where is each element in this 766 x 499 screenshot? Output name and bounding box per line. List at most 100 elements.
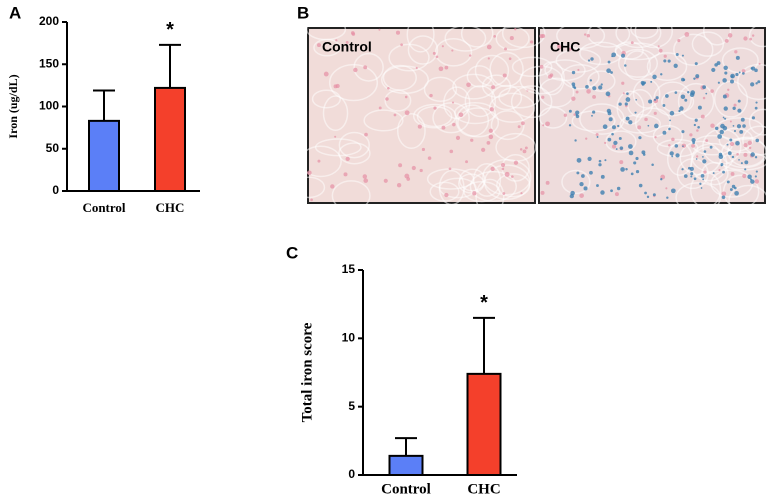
stain-dot — [362, 174, 368, 179]
cell-outline — [353, 52, 384, 82]
iron-dot — [662, 130, 667, 135]
stain-dot — [654, 135, 657, 139]
iron-dot — [607, 111, 612, 116]
cell-outline — [482, 158, 532, 196]
stain-dot — [310, 198, 313, 202]
iron-dot — [652, 193, 656, 197]
iron-dot — [607, 60, 611, 64]
iron-dot — [579, 181, 584, 187]
iron-dot — [723, 106, 728, 111]
iron-dot — [721, 195, 726, 200]
stain-dot — [541, 33, 546, 38]
iron-dot — [750, 152, 755, 157]
iron-dot — [660, 178, 663, 181]
iron-dot — [739, 129, 744, 134]
iron-dot — [628, 144, 633, 149]
iron-dot — [667, 59, 671, 63]
stain-dot — [433, 106, 437, 110]
stain-dot — [513, 160, 519, 165]
stain-dot — [330, 184, 335, 189]
stain-dot — [316, 43, 321, 48]
cell-outline — [556, 22, 606, 50]
bar — [88, 119, 120, 192]
stain-dot — [489, 107, 494, 112]
stain-dot — [385, 97, 389, 101]
stain-dot — [748, 146, 752, 150]
iron-dot — [754, 106, 758, 110]
iron-dot — [610, 71, 613, 74]
iron-dot — [722, 170, 725, 174]
stain-dot — [573, 113, 577, 116]
iron-dot — [674, 91, 678, 94]
stain-dot — [718, 169, 721, 172]
stain-dot — [488, 134, 494, 140]
stain-dot — [427, 156, 432, 160]
iron-dot — [715, 126, 719, 131]
stain-dot — [743, 143, 748, 148]
iron-dot — [697, 125, 700, 129]
stain-dot — [743, 36, 748, 41]
stain-dot — [604, 141, 607, 144]
iron-dot — [755, 101, 758, 104]
image-label: Control — [322, 39, 372, 55]
stain-dot — [658, 48, 663, 53]
stain-dot — [644, 117, 648, 122]
iron-dot — [729, 188, 733, 191]
x-tick-label: CHC — [467, 481, 500, 497]
iron-dot — [735, 72, 739, 77]
stain-dot — [345, 156, 350, 162]
stain-dot — [747, 140, 753, 146]
iron-dot — [674, 144, 679, 148]
iron-dot — [638, 183, 643, 188]
panel-label: B — [297, 3, 309, 22]
iron-dot — [615, 148, 618, 150]
iron-dot — [581, 174, 585, 178]
cell-outline — [313, 38, 341, 57]
cell-outline — [384, 89, 412, 112]
iron-dot — [716, 61, 721, 65]
iron-dot — [738, 159, 740, 161]
iron-dot — [681, 168, 684, 171]
iron-dot — [740, 162, 743, 165]
stain-dot — [393, 113, 397, 117]
stain-dot — [742, 173, 747, 179]
stain-dot — [579, 193, 584, 198]
iron-dot — [679, 106, 684, 111]
iron-dot — [633, 161, 637, 165]
stain-dot — [637, 125, 642, 130]
iron-dot — [711, 67, 716, 73]
y-axis-title: Iron (ug/dL) — [6, 74, 20, 138]
cell-outline — [443, 86, 471, 120]
stain-dot — [657, 45, 660, 48]
significance-marker: * — [166, 19, 174, 41]
iron-dot — [652, 74, 657, 80]
iron-dot — [574, 139, 577, 142]
iron-dot — [616, 186, 621, 191]
iron-dot — [681, 130, 685, 134]
image-label: CHC — [550, 39, 580, 55]
stain-dot — [521, 121, 525, 126]
iron-dot — [690, 90, 696, 96]
iron-dot — [635, 169, 640, 174]
iron-dot — [611, 132, 614, 136]
x-tick-label: Control — [381, 481, 431, 497]
cell-outline — [615, 17, 662, 49]
stain-dot — [504, 47, 507, 51]
stain-dot — [421, 147, 425, 152]
iron-dot — [682, 145, 684, 147]
cell-outline — [617, 48, 659, 78]
y-tick-label: 200 — [39, 14, 59, 28]
stain-dot — [691, 144, 695, 148]
stain-dot — [441, 45, 444, 48]
iron-dot — [757, 80, 761, 84]
iron-dot — [682, 78, 686, 82]
iron-dot — [750, 82, 755, 87]
stain-dot — [592, 94, 596, 99]
iron-dot — [747, 174, 752, 179]
iron-dot — [669, 151, 674, 156]
stain-dot — [703, 170, 707, 174]
stain-dot — [404, 95, 408, 99]
iron-dot — [675, 153, 680, 158]
stain-dot — [583, 33, 587, 36]
stain-dot — [751, 34, 755, 37]
